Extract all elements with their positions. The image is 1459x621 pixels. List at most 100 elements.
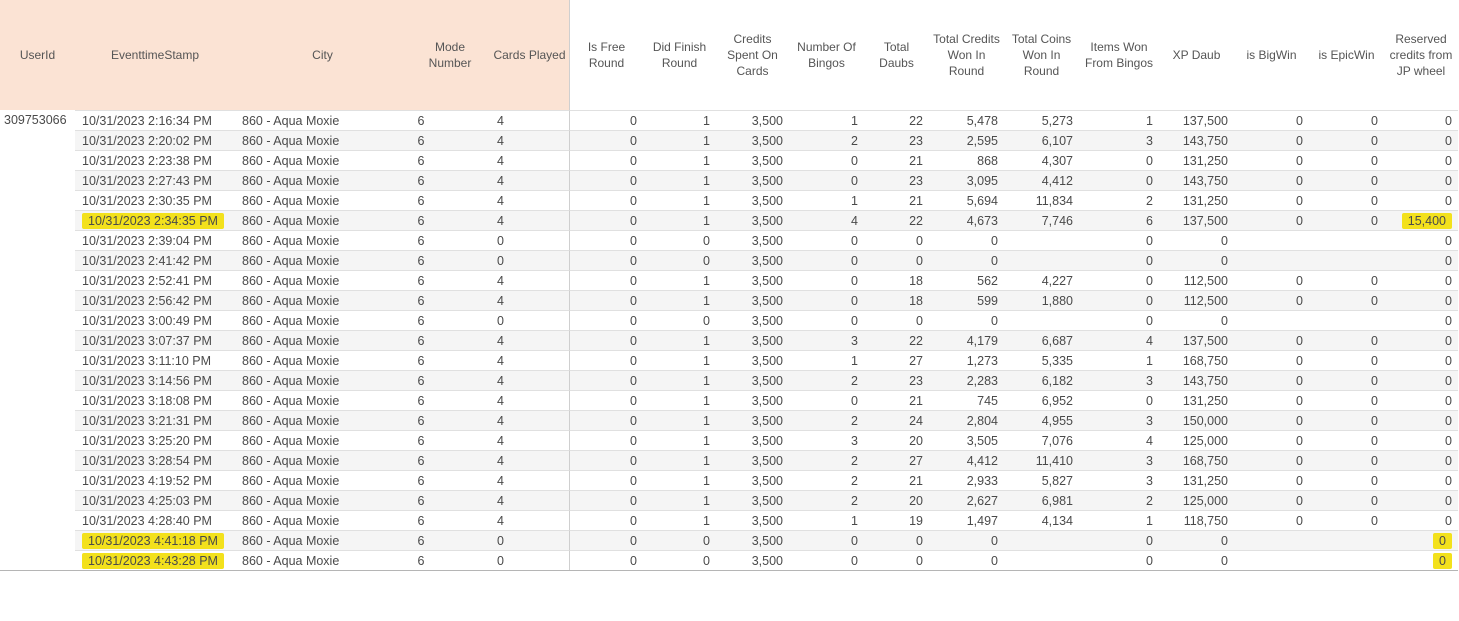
cell-r21-is-free-round[interactable]: 0 — [570, 510, 643, 530]
column-header-credits-spent-on-cards[interactable]: Credits Spent On Cards — [727, 31, 778, 79]
cell-r10-items-won-from-bingos[interactable]: 0 — [1079, 290, 1159, 310]
cell-r6-is-epicwin[interactable]: 0 — [1309, 210, 1384, 230]
column-header-is-free-round[interactable]: Is Free Round — [587, 39, 626, 70]
cell-r18-did-finish-round[interactable]: 1 — [643, 450, 716, 470]
cell-r14-reserved-credits-from-jp-wheel[interactable]: 0 — [1384, 370, 1458, 390]
cell-r8-items-won-from-bingos[interactable]: 0 — [1079, 250, 1159, 270]
cell-r7-is-free-round[interactable]: 0 — [570, 230, 643, 250]
cell-r19-total-coins-won-in-round[interactable]: 5,827 — [1004, 470, 1079, 490]
cell-r14-cards-played[interactable]: 4 — [490, 370, 570, 390]
cell-r3-is-bigwin[interactable]: 0 — [1234, 150, 1309, 170]
cell-r15-is-free-round[interactable]: 0 — [570, 390, 643, 410]
cell-r6-total-daubs[interactable]: 22 — [864, 210, 929, 230]
cell-r3-is-epicwin[interactable]: 0 — [1309, 150, 1384, 170]
cell-r19-cards-played[interactable]: 4 — [490, 470, 570, 490]
cell-r23-total-coins-won-in-round[interactable] — [1004, 550, 1079, 570]
cell-r17-items-won-from-bingos[interactable]: 4 — [1079, 430, 1159, 450]
cell-r22-total-coins-won-in-round[interactable] — [1004, 530, 1079, 550]
cell-r17-total-credits-won-in-round[interactable]: 3,505 — [929, 430, 1004, 450]
cell-r16-mode-number[interactable]: 6 — [410, 410, 490, 430]
cell-r14-is-free-round[interactable]: 0 — [570, 370, 643, 390]
cell-r16-total-credits-won-in-round[interactable]: 2,804 — [929, 410, 1004, 430]
cell-r5-city[interactable]: 860 - Aqua Moxie — [235, 190, 410, 210]
cell-r2-items-won-from-bingos[interactable]: 3 — [1079, 130, 1159, 150]
cell-r1-number-of-bingos[interactable]: 1 — [789, 110, 864, 130]
cell-r10-cards-played[interactable]: 4 — [490, 290, 570, 310]
cell-r13-eventtimestamp[interactable]: 10/31/2023 3:11:10 PM — [75, 350, 235, 370]
cell-r23-number-of-bingos[interactable]: 0 — [789, 550, 864, 570]
cell-r12-xp-daub[interactable]: 137,500 — [1159, 330, 1234, 350]
cell-r6-credits-spent-on-cards[interactable]: 3,500 — [716, 210, 789, 230]
cell-r8-eventtimestamp[interactable]: 10/31/2023 2:41:42 PM — [75, 250, 235, 270]
cell-r20-eventtimestamp[interactable]: 10/31/2023 4:25:03 PM — [75, 490, 235, 510]
cell-r19-reserved-credits-from-jp-wheel[interactable]: 0 — [1384, 470, 1458, 490]
cell-r1-did-finish-round[interactable]: 1 — [643, 110, 716, 130]
cell-r5-is-epicwin[interactable]: 0 — [1309, 190, 1384, 210]
cell-r10-did-finish-round[interactable]: 1 — [643, 290, 716, 310]
cell-r8-total-coins-won-in-round[interactable] — [1004, 250, 1079, 270]
cell-r14-is-bigwin[interactable]: 0 — [1234, 370, 1309, 390]
cell-r14-number-of-bingos[interactable]: 2 — [789, 370, 864, 390]
cell-r23-total-daubs[interactable]: 0 — [864, 550, 929, 570]
cell-r12-total-daubs[interactable]: 22 — [864, 330, 929, 350]
cell-r3-total-coins-won-in-round[interactable]: 4,307 — [1004, 150, 1079, 170]
cell-r7-reserved-credits-from-jp-wheel[interactable]: 0 — [1384, 230, 1458, 250]
cell-r22-reserved-credits-from-jp-wheel[interactable]: 0 — [1384, 530, 1458, 550]
cell-r15-total-credits-won-in-round[interactable]: 745 — [929, 390, 1004, 410]
cell-r16-eventtimestamp[interactable]: 10/31/2023 3:21:31 PM — [75, 410, 235, 430]
cell-r11-total-daubs[interactable]: 0 — [864, 310, 929, 330]
cell-r9-eventtimestamp[interactable]: 10/31/2023 2:52:41 PM — [75, 270, 235, 290]
cell-r8-cards-played[interactable]: 0 — [490, 250, 570, 270]
cell-r2-reserved-credits-from-jp-wheel[interactable]: 0 — [1384, 130, 1458, 150]
cell-r3-city[interactable]: 860 - Aqua Moxie — [235, 150, 410, 170]
cell-r22-number-of-bingos[interactable]: 0 — [789, 530, 864, 550]
cell-r10-total-coins-won-in-round[interactable]: 1,880 — [1004, 290, 1079, 310]
cell-r7-number-of-bingos[interactable]: 0 — [789, 230, 864, 250]
cell-r15-total-daubs[interactable]: 21 — [864, 390, 929, 410]
cell-r10-is-free-round[interactable]: 0 — [570, 290, 643, 310]
column-header-items-won-from-bingos[interactable]: Items Won From Bingos — [1084, 39, 1154, 70]
cell-r18-is-epicwin[interactable]: 0 — [1309, 450, 1384, 470]
cell-r15-reserved-credits-from-jp-wheel[interactable]: 0 — [1384, 390, 1458, 410]
cell-r20-xp-daub[interactable]: 125,000 — [1159, 490, 1234, 510]
cell-r7-city[interactable]: 860 - Aqua Moxie — [235, 230, 410, 250]
cell-r9-total-credits-won-in-round[interactable]: 562 — [929, 270, 1004, 290]
cell-r7-cards-played[interactable]: 0 — [490, 230, 570, 250]
cell-r1-is-free-round[interactable]: 0 — [570, 110, 643, 130]
cell-r15-city[interactable]: 860 - Aqua Moxie — [235, 390, 410, 410]
cell-r18-number-of-bingos[interactable]: 2 — [789, 450, 864, 470]
cell-r1-is-epicwin[interactable]: 0 — [1309, 110, 1384, 130]
cell-r21-city[interactable]: 860 - Aqua Moxie — [235, 510, 410, 530]
cell-r11-number-of-bingos[interactable]: 0 — [789, 310, 864, 330]
cell-r3-items-won-from-bingos[interactable]: 0 — [1079, 150, 1159, 170]
cell-r7-mode-number[interactable]: 6 — [410, 230, 490, 250]
cell-r13-total-daubs[interactable]: 27 — [864, 350, 929, 370]
cell-r22-total-credits-won-in-round[interactable]: 0 — [929, 530, 1004, 550]
cell-r6-reserved-credits-from-jp-wheel[interactable]: 15,400 — [1384, 210, 1458, 230]
cell-r22-eventtimestamp[interactable]: 10/31/2023 4:41:18 PM — [75, 530, 235, 550]
cell-r14-did-finish-round[interactable]: 1 — [643, 370, 716, 390]
cell-r3-number-of-bingos[interactable]: 0 — [789, 150, 864, 170]
cell-r7-total-daubs[interactable]: 0 — [864, 230, 929, 250]
cell-r9-xp-daub[interactable]: 112,500 — [1159, 270, 1234, 290]
cell-r12-credits-spent-on-cards[interactable]: 3,500 — [716, 330, 789, 350]
cell-r13-xp-daub[interactable]: 168,750 — [1159, 350, 1234, 370]
cell-r23-total-credits-won-in-round[interactable]: 0 — [929, 550, 1004, 570]
cell-r23-xp-daub[interactable]: 0 — [1159, 550, 1234, 570]
cell-r6-is-free-round[interactable]: 0 — [570, 210, 643, 230]
cell-r17-xp-daub[interactable]: 125,000 — [1159, 430, 1234, 450]
cell-r18-total-coins-won-in-round[interactable]: 11,410 — [1004, 450, 1079, 470]
cell-r5-is-free-round[interactable]: 0 — [570, 190, 643, 210]
cell-r4-reserved-credits-from-jp-wheel[interactable]: 0 — [1384, 170, 1458, 190]
cell-r15-is-epicwin[interactable]: 0 — [1309, 390, 1384, 410]
cell-r15-eventtimestamp[interactable]: 10/31/2023 3:18:08 PM — [75, 390, 235, 410]
cell-r5-is-bigwin[interactable]: 0 — [1234, 190, 1309, 210]
cell-r13-is-free-round[interactable]: 0 — [570, 350, 643, 370]
cell-r13-items-won-from-bingos[interactable]: 1 — [1079, 350, 1159, 370]
cell-r13-total-credits-won-in-round[interactable]: 1,273 — [929, 350, 1004, 370]
cell-r23-city[interactable]: 860 - Aqua Moxie — [235, 550, 410, 570]
cell-r13-did-finish-round[interactable]: 1 — [643, 350, 716, 370]
cell-r12-number-of-bingos[interactable]: 3 — [789, 330, 864, 350]
cell-r6-did-finish-round[interactable]: 1 — [643, 210, 716, 230]
cell-r1-total-credits-won-in-round[interactable]: 5,478 — [929, 110, 1004, 130]
